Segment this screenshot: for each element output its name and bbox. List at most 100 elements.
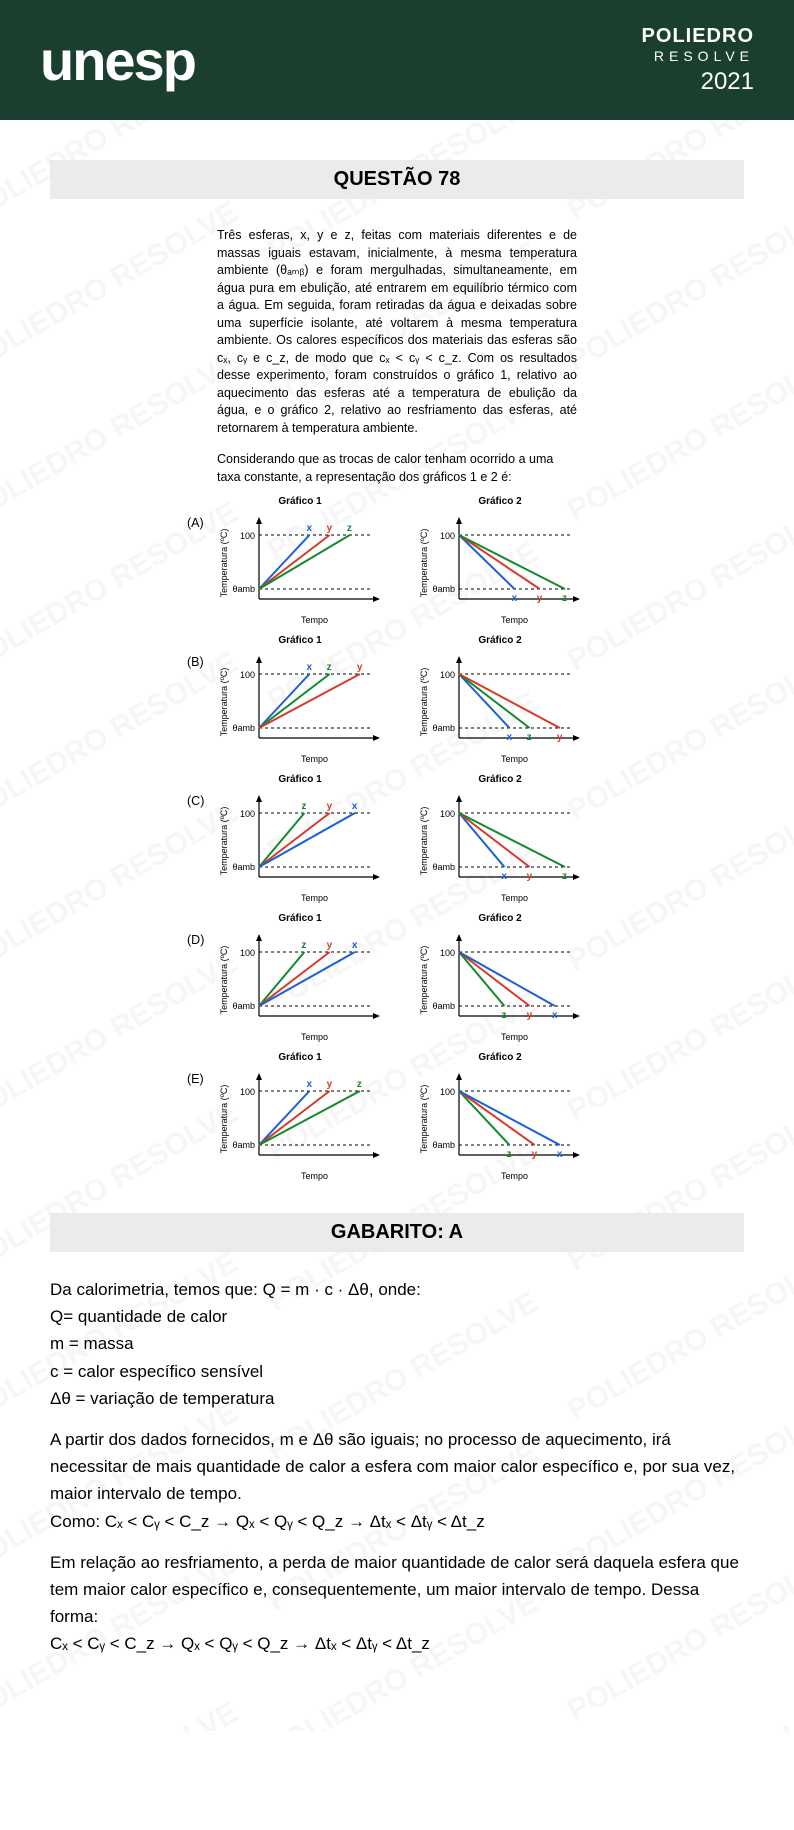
- solution-l3: c = calor específico sensível: [50, 1362, 263, 1381]
- svg-text:θamb: θamb: [432, 1140, 455, 1150]
- svg-text:x: x: [552, 1010, 558, 1021]
- svg-text:y: y: [327, 1079, 333, 1090]
- svg-text:Temperatura (ºC): Temperatura (ºC): [219, 807, 229, 876]
- chart-heating: Gráfico 1Temperatura (ºC)100θambTempoxzy: [215, 635, 385, 768]
- svg-text:100: 100: [240, 531, 255, 541]
- chart-title-2: Gráfico 2: [415, 496, 585, 507]
- option-letter: (D): [187, 913, 215, 947]
- svg-text:z: z: [527, 732, 532, 743]
- solution-block: Da calorimetria, temos que: Q = m · c · …: [50, 1276, 744, 1657]
- svg-text:Temperatura (ºC): Temperatura (ºC): [219, 529, 229, 598]
- svg-text:z: z: [562, 593, 567, 604]
- svg-text:Tempo: Tempo: [501, 1171, 528, 1181]
- chart-cooling: Gráfico 2Temperatura (ºC)100θambTempoxyz: [415, 496, 585, 629]
- solution-p5: Cₓ < Cᵧ < C_z → Qₓ < Qᵧ < Q_z → Δtₓ < Δt…: [50, 1634, 430, 1653]
- logo-year: 2021: [642, 68, 754, 96]
- option-row-0: (A)Gráfico 1 Temperatura (ºC) 100 θamb Tempo…: [187, 496, 607, 629]
- svg-text:y: y: [327, 940, 333, 951]
- svg-text:Temperatura (ºC): Temperatura (ºC): [419, 1085, 429, 1154]
- svg-text:z: z: [327, 662, 332, 673]
- svg-text:100: 100: [240, 809, 255, 819]
- chart-heating: Gráfico 1Temperatura (ºC)100θambTempozyx: [215, 774, 385, 907]
- options-block: (A)Gráfico 1Temperatura (ºC)100θambTempo…: [187, 496, 607, 1185]
- svg-text:100: 100: [440, 670, 455, 680]
- svg-text:x: x: [506, 732, 512, 743]
- svg-text:x: x: [501, 871, 507, 882]
- logo-poliedro: POLIEDRO RESOLVE 2021: [642, 25, 754, 96]
- svg-text:y: y: [357, 662, 363, 673]
- svg-text:x: x: [352, 801, 358, 812]
- chart-title-1: Gráfico 1: [215, 635, 385, 646]
- solution-p3: Como: Cₓ < Cᵧ < C_z → Qₓ < Qᵧ < Q_z → Δt…: [50, 1512, 485, 1531]
- svg-text:100: 100: [240, 1087, 255, 1097]
- svg-text:Temperatura (ºC): Temperatura (ºC): [219, 1085, 229, 1154]
- chart-cooling: Gráfico 2Temperatura (ºC)100θambTempozyx: [415, 1052, 585, 1185]
- svg-text:100: 100: [240, 948, 255, 958]
- svg-text:y: y: [537, 593, 543, 604]
- header-bar: unesp POLIEDRO RESOLVE 2021: [0, 0, 794, 120]
- svg-text:Temperatura (ºC): Temperatura (ºC): [419, 946, 429, 1015]
- option-row-2: (C)Gráfico 1Temperatura (ºC)100θambTempo…: [187, 774, 607, 907]
- solution-p4: Em relação ao resfriamento, a perda de m…: [50, 1553, 739, 1626]
- svg-text:z: z: [301, 940, 306, 951]
- svg-text:Tempo: Tempo: [301, 615, 328, 625]
- svg-text:Temperatura (ºC): Temperatura (ºC): [419, 668, 429, 737]
- svg-text:θamb: θamb: [232, 1140, 255, 1150]
- question-sub: Considerando que as trocas de calor tenh…: [217, 451, 577, 486]
- chart-heating: Gráfico 1Temperatura (ºC)100θambTempoxyz: [215, 496, 385, 629]
- option-row-1: (B)Gráfico 1 Temperatura (ºC) 100 θamb Tempo…: [187, 635, 607, 768]
- solution-l2: m = massa: [50, 1334, 134, 1353]
- svg-text:θamb: θamb: [432, 723, 455, 733]
- option-letter: (E): [187, 1052, 215, 1086]
- svg-text:Tempo: Tempo: [301, 1032, 328, 1042]
- svg-text:x: x: [352, 940, 358, 951]
- svg-text:Temperatura (ºC): Temperatura (ºC): [219, 668, 229, 737]
- svg-text:Temperatura (ºC): Temperatura (ºC): [419, 807, 429, 876]
- svg-text:y: y: [327, 523, 333, 534]
- chart-heating: Gráfico 1Temperatura (ºC)100θambTempoxyz: [215, 1052, 385, 1185]
- svg-text:y: y: [327, 801, 333, 812]
- question-body: Três esferas, x, y e z, feitas com mater…: [217, 227, 577, 437]
- svg-text:Tempo: Tempo: [301, 754, 328, 764]
- svg-text:z: z: [506, 1149, 511, 1160]
- svg-text:θamb: θamb: [432, 1001, 455, 1011]
- svg-text:x: x: [512, 593, 518, 604]
- chart-title-1: Gráfico 1: [215, 496, 385, 507]
- chart-cooling: Gráfico 2 Temperatura (ºC) 100 θamb Tempo x z y: [415, 635, 585, 768]
- chart-heating: Gráfico 1Temperatura (ºC)100θambTempozyx: [215, 913, 385, 1046]
- svg-text:x: x: [306, 662, 312, 673]
- option-letter: (A): [187, 496, 215, 530]
- gabarito-title: GABARITO: A: [50, 1213, 744, 1252]
- svg-text:θamb: θamb: [232, 1001, 255, 1011]
- solution-l4: Δθ = variação de temperatura: [50, 1389, 274, 1408]
- svg-text:θamb: θamb: [232, 584, 255, 594]
- svg-text:100: 100: [440, 809, 455, 819]
- chart-title-2: Gráfico 2: [415, 913, 585, 924]
- svg-text:Tempo: Tempo: [501, 754, 528, 764]
- svg-text:Temperatura (ºC): Temperatura (ºC): [419, 529, 429, 598]
- option-row-4: (E)Gráfico 1 Temperatura (ºC) 100 θamb Tempo…: [187, 1052, 607, 1185]
- logo-line1: POLIEDRO: [642, 25, 754, 48]
- svg-text:z: z: [301, 801, 306, 812]
- svg-text:θamb: θamb: [432, 862, 455, 872]
- svg-text:θamb: θamb: [432, 584, 455, 594]
- option-letter: (C): [187, 774, 215, 808]
- svg-text:z: z: [562, 871, 567, 882]
- option-letter: (B): [187, 635, 215, 669]
- question-title: QUESTÃO 78: [50, 160, 744, 199]
- svg-text:θamb: θamb: [232, 862, 255, 872]
- svg-text:y: y: [557, 732, 563, 743]
- chart-cooling: Gráfico 2Temperatura (ºC)100θambTempoxyz: [415, 774, 585, 907]
- logo-unesp: unesp: [40, 28, 195, 93]
- svg-text:Tempo: Tempo: [301, 1171, 328, 1181]
- chart-title-1: Gráfico 1: [215, 774, 385, 785]
- solution-l1: Q= quantidade de calor: [50, 1307, 227, 1326]
- svg-text:z: z: [357, 1079, 362, 1090]
- chart-title-2: Gráfico 2: [415, 635, 585, 646]
- svg-text:z: z: [347, 523, 352, 534]
- svg-text:Tempo: Tempo: [501, 615, 528, 625]
- chart-title-1: Gráfico 1: [215, 1052, 385, 1063]
- svg-text:Tempo: Tempo: [501, 1032, 528, 1042]
- svg-text:y: y: [532, 1149, 538, 1160]
- chart-title-2: Gráfico 2: [415, 774, 585, 785]
